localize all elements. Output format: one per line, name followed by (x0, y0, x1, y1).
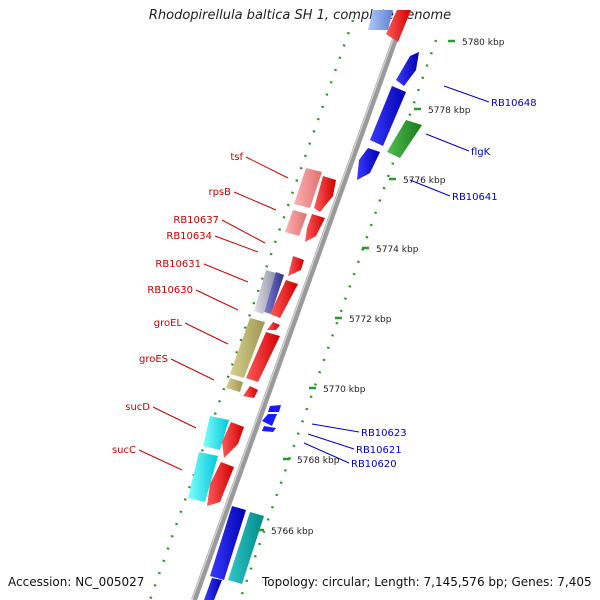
gene-rb10623[interactable] (268, 405, 281, 412)
gene-bottom-teal[interactable] (228, 512, 264, 584)
gene-rb10621[interactable] (262, 414, 277, 426)
gene-tsf[interactable] (294, 168, 322, 208)
tick-label: 5768 kbp (297, 456, 340, 466)
gene-rpsb[interactable] (285, 210, 307, 236)
label-leader-line (203, 263, 249, 283)
label-leader-line (303, 442, 350, 464)
gene-label[interactable]: RB10630 (147, 285, 193, 296)
gene-tsf-arrow[interactable] (314, 176, 336, 212)
tick-label: 5766 kbp (271, 527, 314, 537)
gene-bottom-blue[interactable] (210, 506, 246, 580)
gene-groel-arrow[interactable] (246, 332, 280, 382)
gene-rb10620[interactable] (262, 426, 276, 432)
label-leader-line (409, 179, 451, 197)
gene-sucd-arrow[interactable] (222, 422, 244, 458)
label-leader-line (307, 433, 355, 450)
label-leader-line (152, 406, 197, 429)
gene-partial-top-left[interactable] (368, 10, 393, 30)
right-gene-labels: RB10648 flgK RB10641 RB10623 RB10621 RB10620 (303, 85, 537, 470)
gene-succ[interactable] (188, 452, 218, 502)
gene-partial-top-right[interactable] (386, 10, 411, 42)
gene-groes-arrow[interactable] (243, 386, 258, 398)
label-leader-line (214, 235, 259, 253)
gene-label[interactable]: groES (139, 354, 168, 365)
gene-label[interactable]: RB10634 (166, 231, 212, 242)
inner-dotted-track (238, 39, 438, 600)
gene-groes[interactable] (226, 378, 243, 392)
gene-groel-arrow-tip[interactable] (267, 322, 280, 330)
tick-label: 5770 kbp (323, 385, 366, 395)
gene-label[interactable]: RB10637 (173, 215, 219, 226)
gene-label[interactable]: RB10623 (361, 428, 407, 439)
label-leader-line (138, 449, 183, 471)
gene-rb10630-purple[interactable] (264, 272, 284, 314)
gene-label[interactable]: RB10631 (155, 259, 201, 270)
gene-label[interactable]: sucD (125, 402, 150, 413)
gene-label[interactable]: rpsB (208, 187, 231, 198)
gene-label[interactable]: groEL (154, 318, 183, 329)
gene-rb10630-gray[interactable] (254, 270, 276, 314)
tick-label: 5774 kbp (376, 245, 419, 255)
genome-backbone-highlight (191, 19, 401, 600)
label-leader-line (184, 322, 229, 345)
gene-blue-long[interactable] (370, 86, 406, 146)
label-leader-line (311, 423, 360, 433)
left-gene-labels: tsf rpsB RB10637 RB10634 RB10631 RB10630 groEL… (112, 152, 289, 471)
label-leader-line (233, 191, 277, 211)
label-leader-line (170, 358, 215, 381)
gene-label[interactable]: flgK (471, 147, 491, 158)
tick-label: 5780 kbp (462, 38, 505, 48)
gene-rb10630-arrow[interactable] (270, 280, 298, 318)
gene-label[interactable]: RB10620 (351, 459, 397, 470)
gene-flgk[interactable] (387, 120, 422, 158)
gene-label[interactable]: sucC (112, 445, 136, 456)
tick-label: 5778 kbp (428, 106, 471, 116)
label-leader-line (245, 156, 289, 179)
gene-rb10641[interactable] (357, 148, 380, 180)
gene-label[interactable]: RB10621 (356, 445, 402, 456)
gene-label[interactable]: tsf (230, 152, 243, 163)
genome-summary: Topology: circular; Length: 7,145,576 bp… (262, 575, 592, 589)
gene-rpsb-arrow[interactable] (305, 214, 325, 242)
gene-rb10648[interactable] (396, 52, 419, 86)
label-leader-line (221, 219, 266, 244)
label-leader-line (425, 133, 470, 152)
gene-groel[interactable] (230, 318, 265, 378)
label-leader-line (443, 85, 490, 103)
gene-bottom-blue-lower[interactable] (204, 578, 222, 600)
label-leader-line (195, 289, 239, 311)
scale-ticks: 5780 kbp 5778 kbp 5776 kbp 5774 kbp 5772 kbp… (257, 38, 505, 537)
accession-label: Accession: NC_005027 (8, 575, 145, 589)
gene-label[interactable]: RB10641 (452, 192, 498, 203)
tick-label: 5776 kbp (403, 176, 446, 186)
genome-backbone (191, 18, 405, 600)
gene-label[interactable]: RB10648 (491, 98, 537, 109)
gene-rb10631[interactable] (288, 256, 304, 276)
tick-label: 5772 kbp (349, 315, 392, 325)
gene-succ-arrow[interactable] (207, 462, 234, 506)
